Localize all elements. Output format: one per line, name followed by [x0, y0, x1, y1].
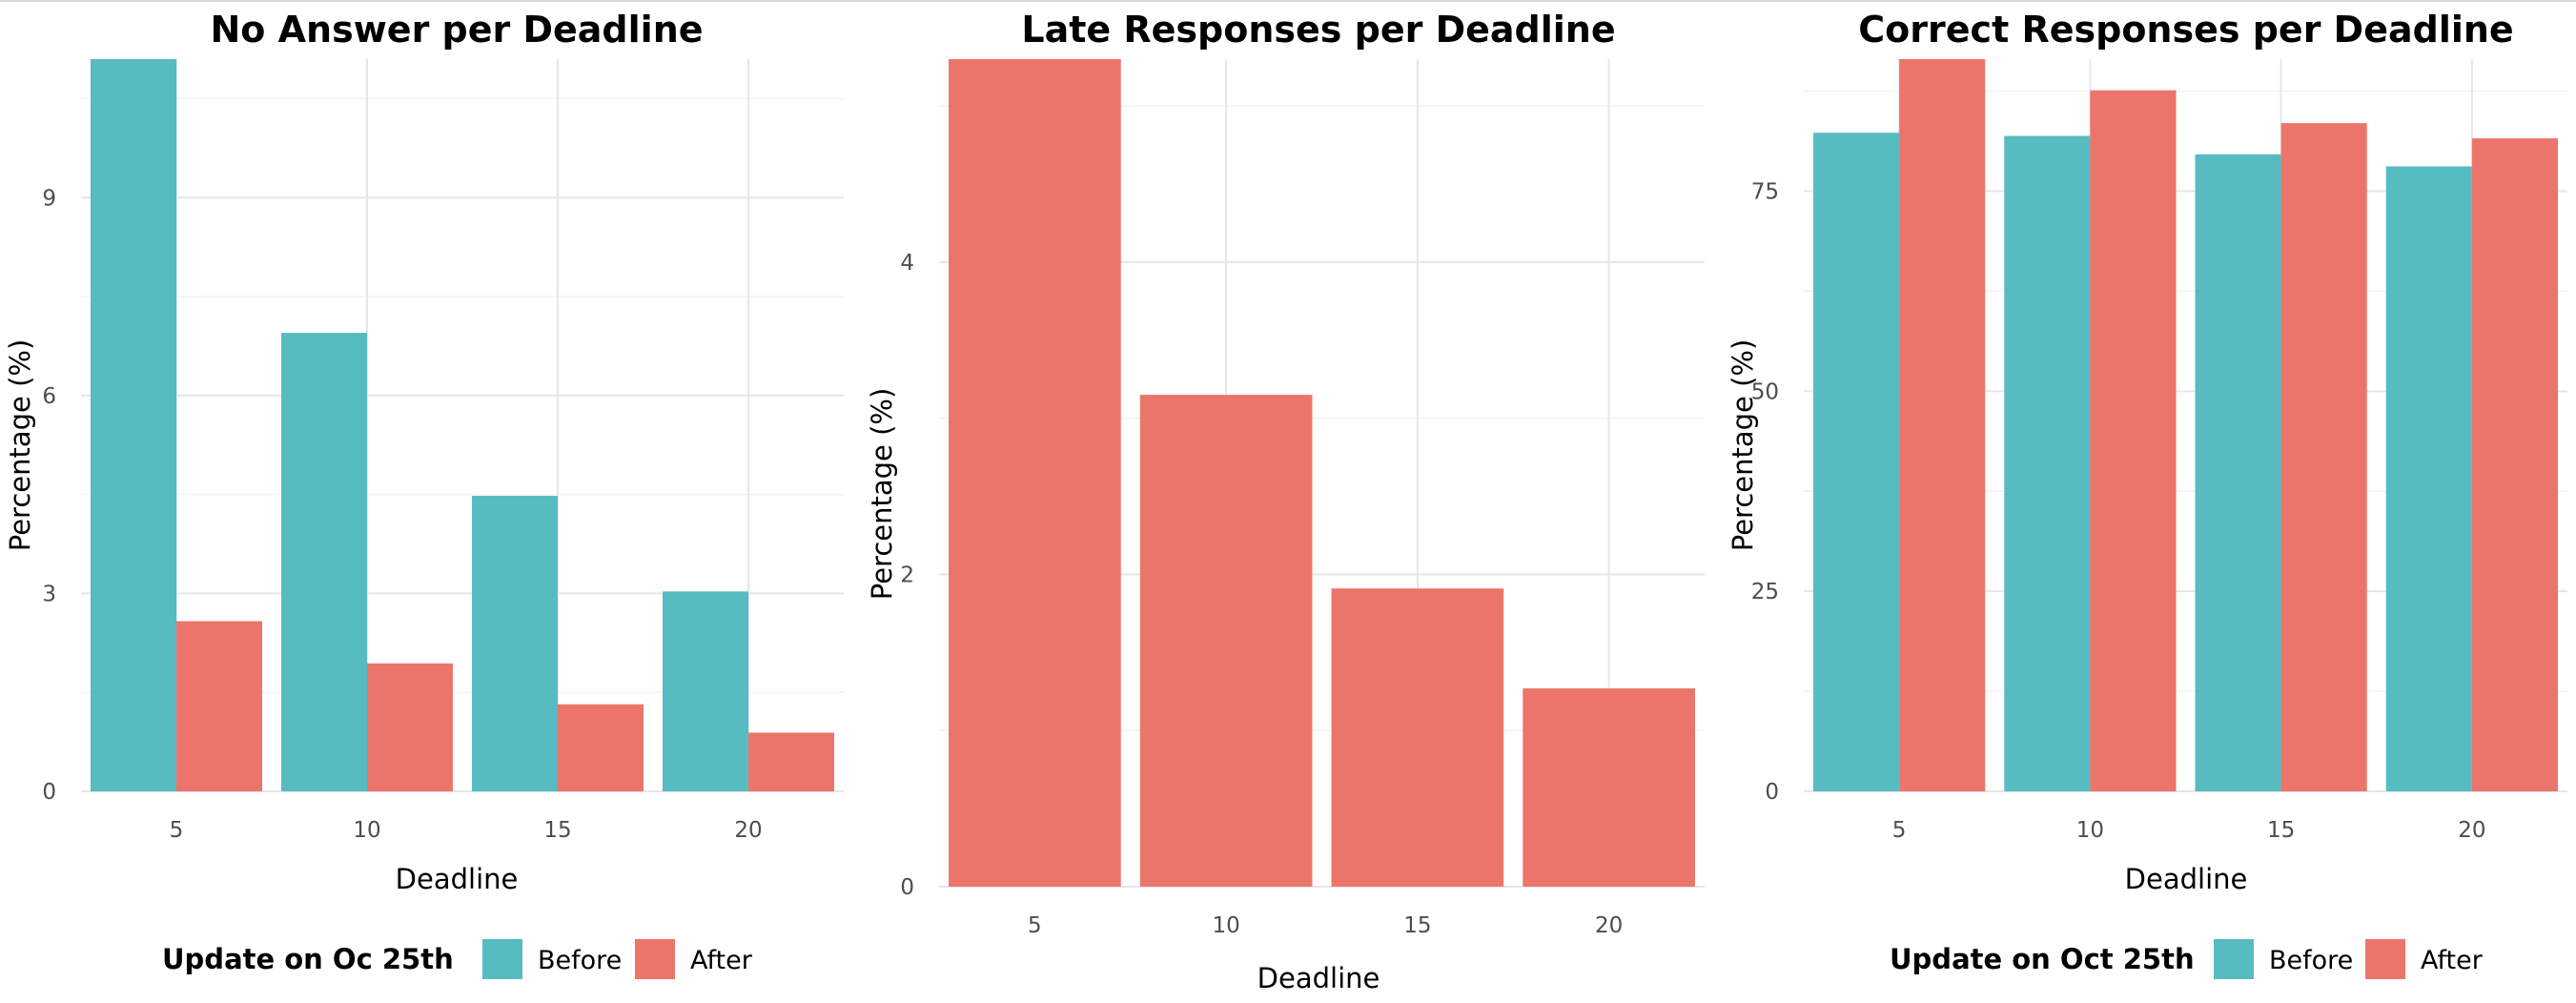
chart-correct-responses: Correct Responses per Deadline Deadline … — [1727, 9, 2567, 979]
bar-after-5 — [949, 59, 1121, 887]
y-tick-label: 4 — [900, 251, 914, 276]
bar-after-10 — [2090, 90, 2177, 791]
chart-late-responses: Late Responses per Deadline Deadline Per… — [866, 9, 1705, 994]
y-tick-label: 0 — [900, 875, 914, 900]
legend-label-after: After — [690, 946, 753, 975]
bar-after-10 — [1139, 395, 1313, 887]
x-axis-title: Deadline — [2125, 863, 2248, 895]
x-tick-label: 10 — [2076, 818, 2104, 843]
x-tick-label: 15 — [1403, 913, 1431, 938]
x-tick-label: 5 — [1028, 913, 1042, 938]
legend-label-after: After — [2421, 946, 2484, 975]
bar-before-20 — [663, 591, 748, 791]
bar-before-10 — [281, 333, 367, 791]
bar-after-20 — [2471, 138, 2558, 791]
x-tick-label: 5 — [1892, 818, 1907, 843]
bar-after-20 — [1523, 688, 1695, 887]
y-tick-label: 75 — [1751, 179, 1779, 204]
y-axis-title: Percentage (%) — [4, 339, 36, 552]
legend-title: Update on Oc 25th — [162, 943, 454, 975]
x-tick-label: 5 — [170, 818, 184, 843]
chart-title: No Answer per Deadline — [210, 9, 703, 51]
y-tick-label: 0 — [42, 780, 56, 805]
chart-title: Late Responses per Deadline — [1021, 9, 1615, 51]
legend-swatch-after — [635, 939, 675, 979]
bar-after-15 — [1331, 588, 1504, 887]
bar-before-15 — [2195, 154, 2281, 792]
bar-before-20 — [2385, 166, 2472, 791]
legend-swatch-before — [2214, 939, 2254, 979]
bar-after-20 — [748, 732, 834, 791]
legend-swatch-before — [482, 939, 522, 979]
x-tick-label: 10 — [1212, 913, 1239, 938]
chart-title: Correct Responses per Deadline — [1858, 9, 2513, 51]
y-axis-title: Percentage (%) — [1727, 339, 1759, 552]
x-axis-title: Deadline — [396, 863, 519, 895]
y-tick-label: 6 — [42, 384, 56, 409]
x-tick-label: 15 — [543, 818, 571, 843]
legend-swatch-after — [2365, 939, 2405, 979]
y-tick-label: 3 — [42, 582, 56, 606]
y-tick-label: 2 — [900, 563, 914, 587]
x-tick-label: 20 — [1595, 913, 1623, 938]
bar-before-15 — [472, 496, 558, 791]
legend-label-before: Before — [538, 946, 622, 975]
legend-label-before: Before — [2269, 946, 2353, 975]
x-tick-label: 10 — [353, 818, 380, 843]
x-tick-label: 15 — [2267, 818, 2295, 843]
bar-after-10 — [367, 663, 453, 791]
y-tick-label: 0 — [1765, 780, 1779, 805]
legend-title: Update on Oct 25th — [1890, 943, 2195, 975]
top-border — [0, 0, 2576, 2]
bar-before-5 — [91, 59, 176, 791]
y-axis-title: Percentage (%) — [866, 388, 898, 601]
bar-after-5 — [176, 621, 262, 791]
bar-after-15 — [558, 704, 644, 791]
bar-after-5 — [1899, 59, 1986, 791]
bar-after-15 — [2280, 123, 2367, 792]
bar-before-5 — [1813, 133, 1900, 791]
y-tick-label: 9 — [42, 186, 56, 211]
x-axis-title: Deadline — [1257, 962, 1380, 994]
y-tick-label: 25 — [1751, 580, 1779, 604]
x-tick-label: 20 — [734, 818, 762, 843]
y-tick-label: 50 — [1751, 379, 1779, 404]
x-tick-label: 20 — [2458, 818, 2485, 843]
bar-before-10 — [2004, 135, 2091, 792]
chart-no-answer: No Answer per Deadline Deadline Percenta… — [4, 9, 844, 979]
